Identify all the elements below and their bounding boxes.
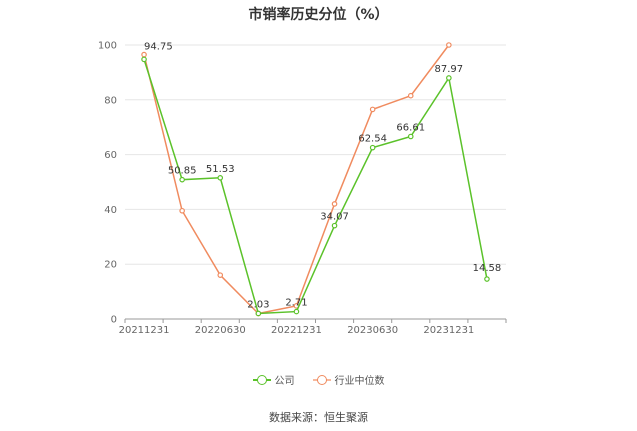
x-tick-label-20220630: 20220630 <box>195 325 246 336</box>
series-line-0 <box>143 59 488 315</box>
data-label-2: 51.53 <box>206 164 235 175</box>
series-0-point-8 <box>446 75 452 81</box>
series-0-point-5 <box>331 222 338 229</box>
data-label-4: 2.71 <box>285 298 307 309</box>
data-label-9: 14.58 <box>473 263 502 274</box>
grid-lines <box>125 44 506 265</box>
data-label-3: 2.03 <box>247 299 269 310</box>
y-tick-label-20: 20 <box>104 260 117 271</box>
y-tick-label-0: 0 <box>111 315 117 326</box>
series-0-point-6 <box>369 144 376 151</box>
data-labels: 94.75 50.85 51.53 2.03 2.71 34.07 62.54 66.61 87… <box>144 41 501 310</box>
y-tick-label-40: 40 <box>104 205 117 216</box>
data-label-8: 87.97 <box>435 64 464 75</box>
chart-title: 市销率历史分位（%） <box>248 7 389 23</box>
legend-company-label: 公司 <box>274 376 295 387</box>
series-0-point-4 <box>293 308 300 315</box>
series-0-point-2 <box>217 175 224 181</box>
series-0-point-1 <box>179 176 185 183</box>
series-1-point-8 <box>446 42 452 48</box>
series-lines <box>141 42 490 317</box>
x-tick-label-20231231: 20231231 <box>423 325 474 336</box>
data-label-7: 66.61 <box>396 122 425 133</box>
series-1-point-2 <box>217 272 224 278</box>
series-0-point-3 <box>255 310 262 317</box>
legend-industry-label: 行业中位数 <box>334 376 385 387</box>
data-label-1: 50.85 <box>168 166 197 177</box>
x-tick-label-20230630: 20230630 <box>347 325 398 336</box>
legend-company-swatch <box>252 374 271 386</box>
series-1-point-7 <box>407 92 414 99</box>
series-1-point-0 <box>141 51 147 58</box>
series-0-point-0 <box>141 56 147 63</box>
legend: 公司 行业中位数 <box>0 372 637 387</box>
data-label-6: 62.54 <box>358 134 387 145</box>
series-0-point-7 <box>407 133 414 140</box>
axes: 0 20 40 60 80 100 20211231 20220630 20221231 2023… <box>98 41 507 336</box>
y-tick-label-100: 100 <box>98 41 117 52</box>
y-tick-label-80: 80 <box>104 95 117 106</box>
data-label-0: 94.75 <box>144 41 173 52</box>
data-source-note: 数据来源：恒生聚源 <box>269 411 368 424</box>
legend-item-company[interactable]: 公司 <box>252 372 295 387</box>
legend-industry-swatch <box>312 374 331 386</box>
series-0-point-9 <box>484 276 490 282</box>
data-label-5: 34.07 <box>320 212 349 223</box>
x-tick-label-20211231: 20211231 <box>119 325 170 336</box>
series-1-point-6 <box>369 106 376 113</box>
series-1-point-5 <box>331 201 338 207</box>
series-1-point-1 <box>179 207 185 214</box>
y-tick-label-60: 60 <box>104 150 117 161</box>
legend-item-industry-median[interactable]: 行业中位数 <box>312 372 385 387</box>
x-tick-label-20221231: 20221231 <box>271 325 322 336</box>
